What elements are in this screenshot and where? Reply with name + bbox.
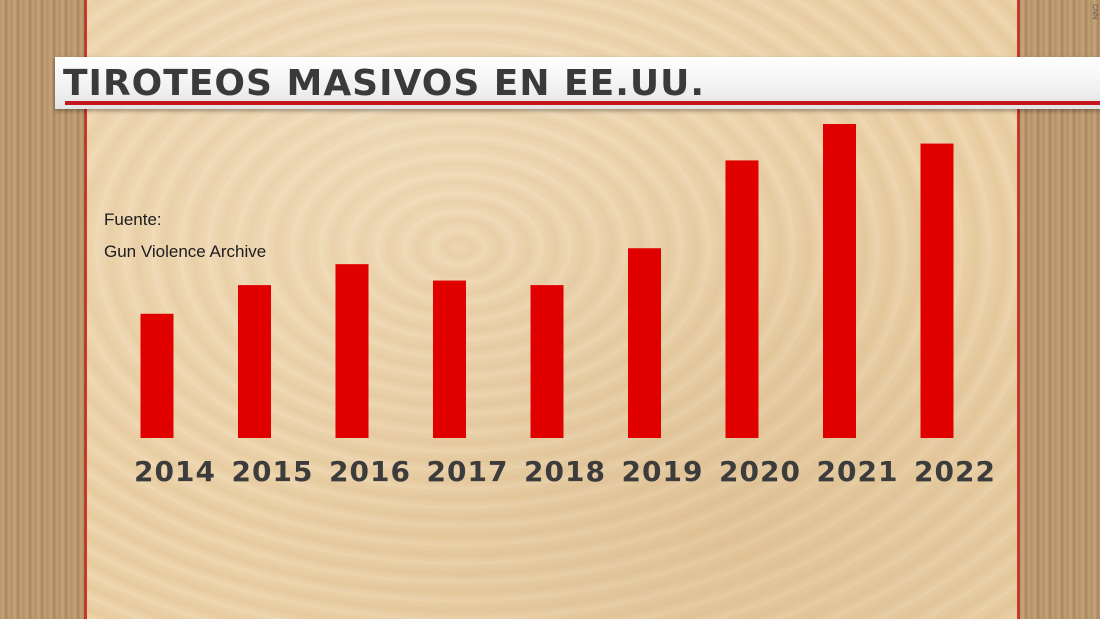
bar-2015: [238, 285, 271, 438]
x-tick-2015: 2015: [232, 455, 314, 488]
x-tick-2014: 2014: [134, 455, 216, 488]
x-tick-2022: 2022: [914, 455, 996, 488]
x-tick-2018: 2018: [524, 455, 606, 488]
bar-2014: [140, 313, 174, 438]
bar-2018: [530, 285, 564, 438]
network-logo: CNN: [1091, 4, 1098, 20]
source-label: Fuente:: [104, 210, 162, 229]
x-tick-2020: 2020: [719, 455, 801, 488]
title-bar: TIROTEOS MASIVOS EN EE.UU.: [55, 57, 1100, 109]
bar-2021: [823, 124, 856, 438]
x-tick-2016: 2016: [329, 455, 411, 488]
bar-2020: [725, 160, 759, 438]
bar-2016: [335, 264, 369, 438]
x-tick-2019: 2019: [622, 455, 704, 488]
source-note: Fuente: Gun Violence Archive: [104, 204, 266, 268]
bar-2017: [433, 280, 466, 438]
bar-2022: [920, 143, 954, 438]
title-stripe: [65, 101, 1100, 105]
bar-2019: [628, 248, 661, 438]
x-tick-2021: 2021: [817, 455, 899, 488]
source-name: Gun Violence Archive: [104, 242, 267, 261]
x-tick-2017: 2017: [427, 455, 509, 488]
chart-title: TIROTEOS MASIVOS EN EE.UU.: [63, 63, 706, 104]
